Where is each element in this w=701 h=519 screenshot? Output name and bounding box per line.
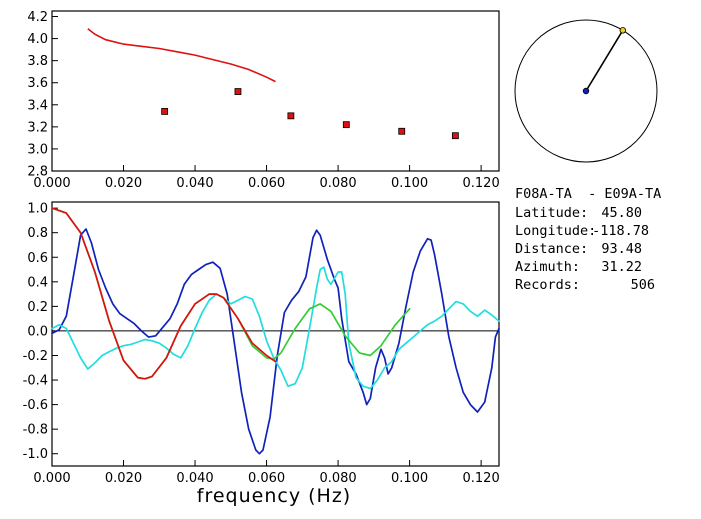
correlation-y-tick-label: 0.2	[27, 300, 48, 315]
correlation-x-tick-label: 0.120	[463, 471, 500, 486]
correlation-x-tick-label: 0.080	[319, 471, 356, 486]
correlation-x-tick-label: 0.000	[33, 471, 70, 486]
inset-circle	[514, 19, 658, 163]
azimuth-label: Azimuth:	[515, 259, 580, 275]
x-axis-label: frequency (Hz)	[197, 485, 351, 507]
azimuth-value: 31.22	[601, 259, 642, 275]
velocity-plot: 0.000 0.020 0.040 0.060 0.080 0.100 0.120 2.8 3.…	[27, 10, 499, 191]
latitude-value: 45.80	[601, 205, 642, 221]
observed-correlation-curve	[51, 228, 500, 455]
velocity-y-tick-label: 3.0	[27, 142, 48, 157]
station-b-marker	[619, 27, 626, 34]
velocity-x-tick-label: 0.120	[463, 176, 500, 191]
filtered-correlation-curve	[51, 266, 500, 390]
correlation-y-tick-label: 0.4	[27, 275, 48, 290]
velocity-x-tick-label: 0.060	[248, 176, 285, 191]
station-pair-title: F08A-TA - E09A-TA	[515, 186, 661, 202]
latitude-label: Latitude:	[515, 205, 588, 221]
longitude-value: -118.78	[592, 223, 649, 239]
velocity-y-tick-label: 3.2	[27, 120, 48, 135]
velocity-x-tick-label: 0.040	[176, 176, 213, 191]
distance-label: Distance:	[515, 241, 588, 257]
fit-bessel-curve	[51, 207, 277, 380]
velocity-x-tick-label: 0.020	[105, 176, 142, 191]
records-label: Records:	[515, 277, 580, 293]
correlation-y-tick-label: -0.2	[23, 349, 48, 364]
correlation-y-tick-label: 0.0	[27, 324, 48, 339]
velocity-x-tick-label: 0.000	[33, 176, 70, 191]
correlation-plot: 0.000 0.020 0.040 0.060 0.080 0.100 0.120 1.0 0.…	[23, 201, 500, 507]
distance-value: 93.48	[601, 241, 642, 257]
azimuth-line	[585, 29, 624, 92]
velocity-point	[342, 121, 350, 129]
correlation-x-tick-label: 0.040	[176, 471, 213, 486]
velocity-curve	[87, 28, 276, 83]
map-inset	[514, 19, 658, 163]
velocity-y-tick-label: 3.8	[27, 54, 48, 69]
velocity-x-tick-label: 0.100	[391, 176, 428, 191]
correlation-y-tick-label: -0.8	[23, 423, 48, 438]
velocity-y-tick-label: 4.2	[27, 10, 48, 25]
velocity-plot-frame	[51, 10, 500, 172]
velocity-point	[161, 108, 169, 115]
correlation-y-tick-label: 1.0	[27, 202, 48, 217]
station-a-marker	[582, 87, 590, 95]
longitude-label: Longitude:	[515, 223, 596, 239]
velocity-y-tick-label: 2.8	[27, 165, 48, 180]
records-value: 506	[631, 277, 655, 293]
velocity-point	[398, 127, 406, 135]
correlation-y-tick-label: -0.6	[23, 398, 48, 413]
velocity-x-tick-label: 0.080	[319, 176, 356, 191]
velocity-point	[451, 132, 459, 140]
correlation-x-tick-label: 0.020	[105, 471, 142, 486]
velocity-y-tick-label: 3.4	[27, 98, 48, 113]
correlation-y-tick-label: 0.6	[27, 251, 48, 266]
correlation-y-tick-label: 0.8	[27, 226, 48, 241]
station-info: F08A-TA - E09A-TA Latitude: 45.80 Longit…	[515, 186, 661, 293]
correlation-x-tick-label: 0.100	[391, 471, 428, 486]
correlation-y-tick-label: -1.0	[23, 447, 48, 462]
correlation-x-tick-label: 0.060	[248, 471, 285, 486]
velocity-y-tick-label: 3.6	[27, 76, 48, 91]
velocity-point	[287, 112, 295, 120]
correlation-y-tick-label: -0.4	[23, 374, 48, 389]
velocity-point	[234, 88, 242, 95]
velocity-y-tick-label: 4.0	[27, 32, 48, 47]
